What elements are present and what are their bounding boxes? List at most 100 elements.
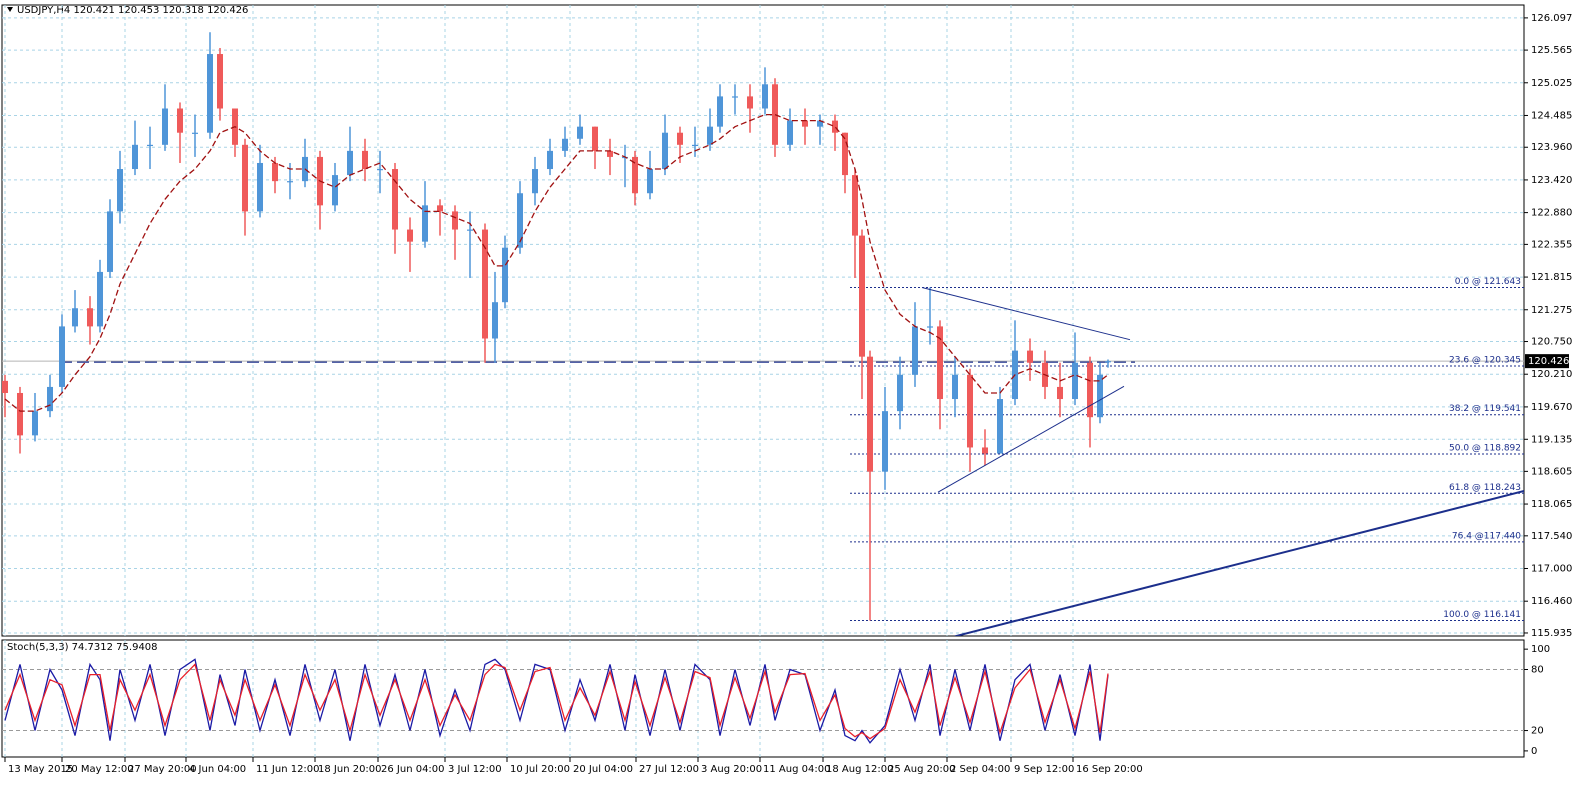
x-tick-label: 27 Jul 12:00: [639, 764, 699, 775]
candle-body: [607, 150, 613, 157]
x-tick-label: 10 Jul 20:00: [510, 764, 570, 775]
candle-body: [47, 386, 53, 412]
candle-body: [842, 132, 848, 176]
stoch-line: [4, 663, 1109, 740]
current-price-label: 120.426: [1528, 356, 1569, 367]
y-tick-label: 123.960: [1531, 142, 1572, 153]
candle-body: [577, 126, 583, 139]
candle-body: [32, 411, 38, 436]
candle-body: [732, 96, 738, 98]
candle-body: [59, 326, 65, 387]
y-tick-label: 118.605: [1531, 466, 1572, 477]
candle-body: [467, 229, 473, 231]
chart-title: USDJPY,H4 120.421 120.453 120.318 120.42…: [17, 5, 248, 16]
candle-body: [132, 144, 138, 170]
x-tick-label: 26 Jun 04:00: [381, 764, 445, 775]
candle-body: [967, 374, 973, 448]
fib-label: 38.2 @ 119.541: [1449, 404, 1521, 414]
candle-body: [772, 84, 778, 145]
stoch-line: [4, 658, 1109, 744]
candle-body: [707, 126, 713, 145]
candle-body: [897, 374, 903, 412]
x-tick-label: 3 Aug 20:00: [701, 764, 762, 775]
candle-body: [1057, 386, 1063, 400]
candle-body: [347, 150, 353, 176]
candle-body: [677, 132, 683, 145]
y-tick-label: 122.880: [1531, 208, 1572, 219]
y-tick-label: 123.420: [1531, 175, 1572, 186]
candle-body: [997, 399, 1003, 454]
candle-body: [257, 162, 263, 212]
candle-body: [177, 108, 183, 133]
fib-label: 61.8 @ 118.243: [1449, 483, 1521, 493]
x-tick-label: 16 Sep 20:00: [1076, 764, 1143, 775]
candle-body: [1087, 362, 1093, 418]
y-tick-label: 120.750: [1531, 337, 1572, 348]
y-tick-label: 126.097: [1531, 13, 1572, 24]
candle-body: [927, 326, 933, 328]
candle-body: [2, 380, 8, 393]
candle-body: [937, 326, 943, 400]
y-tick-label: 115.935: [1531, 628, 1572, 639]
y-tick-label: 125.025: [1531, 78, 1572, 89]
candle-body: [1072, 362, 1078, 400]
fib-label: 50.0 @ 118.892: [1449, 443, 1521, 453]
candle-body: [17, 392, 23, 436]
y-tick-label: 20: [1531, 726, 1544, 737]
candle-body: [422, 205, 428, 242]
candle-body: [592, 126, 598, 151]
y-tick-label: 0: [1531, 746, 1537, 757]
x-tick-label: 2 Sep 04:00: [950, 764, 1010, 775]
candle-body: [802, 120, 808, 127]
y-tick-label: 100: [1531, 644, 1550, 655]
moving-average: [4, 113, 1109, 412]
candle-body: [502, 247, 508, 303]
x-tick-label: 25 Aug 20:00: [888, 764, 955, 775]
stoch-plot: [2, 640, 1524, 757]
y-tick-label: 80: [1531, 665, 1544, 676]
candle-body: [717, 96, 723, 127]
candle-body: [107, 211, 113, 272]
fib-label: 23.6 @ 120.345: [1449, 356, 1521, 366]
candle-body: [832, 120, 838, 133]
candle-body: [532, 169, 538, 194]
candle-body: [787, 120, 793, 145]
y-tick-label: 122.355: [1531, 239, 1572, 250]
candle-body: [162, 108, 168, 145]
x-tick-label: 27 May 20:00: [128, 764, 197, 775]
candle-body: [762, 84, 768, 109]
symbol-icon: [7, 7, 13, 12]
candle-body: [392, 169, 398, 230]
x-tick-label: 18 Jun 20:00: [318, 764, 382, 775]
candle-body: [147, 144, 153, 147]
candle-body: [852, 175, 858, 236]
stoch-panel: [1, 639, 1525, 758]
candle-body: [87, 308, 93, 327]
candle-body: [1027, 350, 1033, 363]
candle-body: [867, 356, 873, 472]
x-tick-label: 18 Aug 12:00: [826, 764, 893, 775]
candle-body: [882, 411, 888, 472]
x-tick-label: 20 May 12:00: [65, 764, 134, 775]
candle-body: [217, 54, 223, 109]
y-tick-label: 121.275: [1531, 305, 1572, 316]
candle-body: [952, 374, 958, 400]
y-tick-label: 124.485: [1531, 110, 1572, 121]
y-tick-label: 117.540: [1531, 531, 1572, 542]
x-tick-label: 20 Jul 04:00: [573, 764, 633, 775]
candle-body: [1097, 374, 1103, 418]
fib-label: 100.0 @ 116.141: [1443, 610, 1521, 620]
candle-body: [492, 302, 498, 339]
trendline: [921, 287, 1131, 341]
candle-body: [452, 211, 458, 230]
candle-body: [982, 447, 988, 454]
candle-body: [562, 138, 568, 151]
candle-body: [207, 54, 213, 133]
candle-body: [817, 120, 823, 127]
y-tick-label: 116.460: [1531, 596, 1572, 607]
y-tick-label: 119.670: [1531, 402, 1572, 413]
candle-body: [272, 162, 278, 182]
candle-body: [437, 205, 443, 212]
candle-body: [362, 150, 368, 170]
